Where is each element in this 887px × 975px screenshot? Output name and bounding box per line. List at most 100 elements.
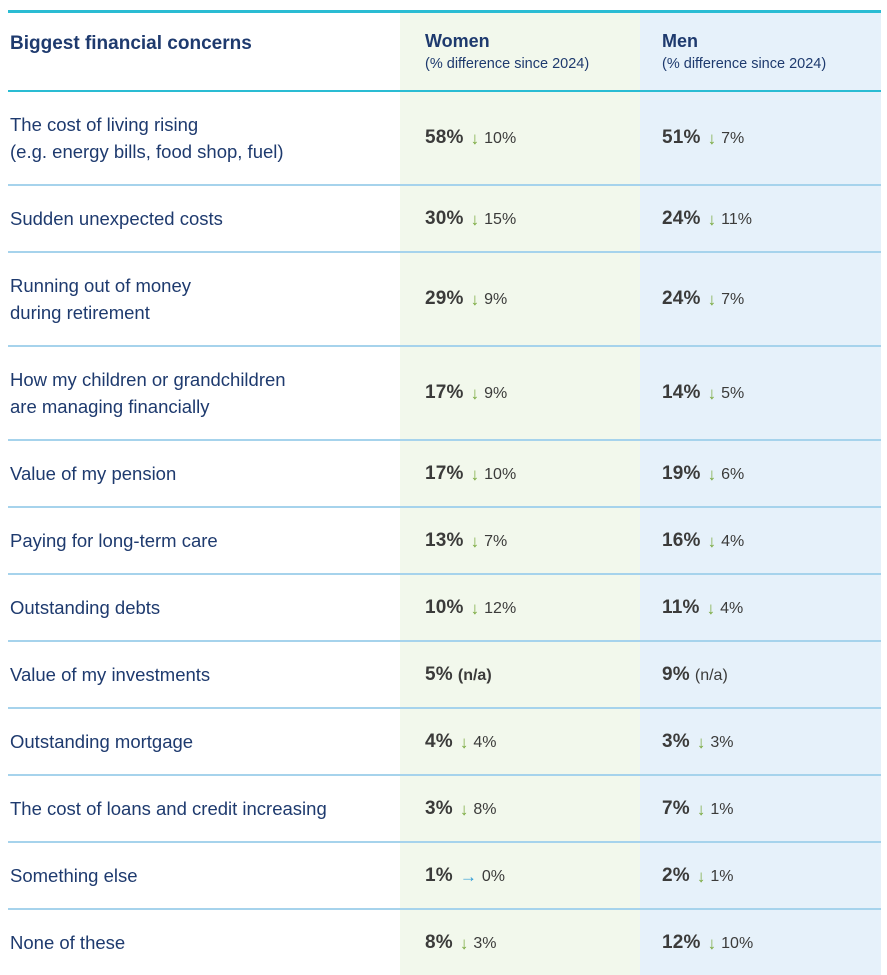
stat-value: 5%	[425, 663, 453, 685]
stat-value: 24%	[662, 207, 701, 229]
concern-label: Outstanding debts	[10, 597, 161, 618]
women-stat-line: 30% ↓ 15%	[425, 208, 516, 230]
women-stat-line: 29% ↓ 9%	[425, 288, 507, 310]
women-stat-line: 17% ↓ 10%	[425, 463, 516, 485]
men-cell: 11% ↓ 4%	[640, 575, 881, 640]
concern-label: How my children or grandchildren are man…	[10, 369, 286, 417]
stat-diff: 7%	[721, 291, 745, 308]
stat-value: 11%	[662, 596, 700, 618]
stat-value: 3%	[662, 730, 690, 752]
concern-label: The cost of loans and credit increasing	[10, 798, 327, 819]
stat-value: 4%	[425, 730, 453, 752]
trend-arrow-icon: →	[459, 866, 477, 886]
women-cell: 3% ↓ 8%	[400, 776, 640, 841]
women-cell: 30% ↓ 15%	[400, 186, 640, 251]
trend-arrow-icon: ↓	[470, 209, 480, 229]
concern-label: Outstanding mortgage	[10, 731, 194, 752]
stat-diff: 0%	[481, 867, 505, 885]
men-stat-line: 3% ↓ 3%	[662, 731, 734, 753]
women-stat-line: 13% ↓ 7%	[425, 530, 507, 552]
stat-value: 19%	[662, 462, 701, 484]
stat-diff: (n/a)	[457, 666, 492, 684]
table-row: Outstanding debts 10% ↓ 12% 11% ↓ 4%	[8, 575, 881, 642]
men-stat-line: 19% ↓ 6%	[662, 463, 744, 485]
women-column-name: Women	[425, 31, 490, 51]
stat-diff: 10%	[484, 465, 517, 483]
stat-diff: 10%	[721, 934, 754, 952]
women-cell: 4% ↓ 4%	[400, 709, 640, 774]
stat-value: 14%	[662, 382, 701, 403]
men-stat-line: 24% ↓ 7%	[662, 288, 744, 310]
trend-arrow-icon: ↓	[696, 732, 706, 752]
women-stat-line: 10% ↓ 12%	[425, 597, 516, 619]
stat-value: 29%	[425, 288, 464, 309]
table-row: Value of my investments 5% (n/a) 9% (n/a…	[8, 642, 881, 709]
men-stat-line: 16% ↓ 4%	[662, 530, 744, 552]
men-cell: 2% ↓ 1%	[640, 843, 881, 908]
table-row: Outstanding mortgage 4% ↓ 4% 3% ↓ 3%	[8, 709, 881, 776]
men-cell: 24% ↓ 7%	[640, 253, 881, 345]
men-column-header: Men (% difference since 2024)	[640, 13, 881, 90]
women-cell: 1% → 0%	[400, 843, 640, 908]
concern-label: Sudden unexpected costs	[10, 208, 223, 229]
table-row: The cost of loans and credit increasing …	[8, 776, 881, 843]
women-stat-line: 17% ↓ 9%	[425, 382, 507, 404]
stat-diff: (n/a)	[694, 666, 728, 684]
trend-arrow-icon: ↓	[459, 933, 469, 953]
table-row: The cost of living rising (e.g. energy b…	[8, 92, 881, 186]
trend-arrow-icon: ↓	[707, 129, 717, 148]
women-stat-line: 58% ↓ 10%	[425, 127, 516, 149]
trend-arrow-icon: ↓	[707, 384, 717, 403]
stat-value: 1%	[425, 864, 453, 886]
women-cell: 10% ↓ 12%	[400, 575, 640, 640]
stat-diff: 9%	[484, 291, 508, 308]
stat-diff: 6%	[721, 465, 745, 483]
stat-value: 24%	[662, 288, 701, 309]
men-column-name: Men	[662, 31, 698, 51]
trend-arrow-icon: ↓	[470, 598, 480, 618]
page-title: Biggest financial concerns	[10, 33, 252, 54]
stat-value: 13%	[425, 529, 464, 551]
men-cell: 19% ↓ 6%	[640, 441, 881, 506]
men-cell: 24% ↓ 11%	[640, 186, 881, 251]
women-stat-line: 1% → 0%	[425, 865, 505, 887]
men-stat-line: 7% ↓ 1%	[662, 798, 734, 820]
stat-value: 3%	[425, 797, 453, 819]
stat-value: 2%	[662, 864, 690, 886]
trend-arrow-icon: ↓	[470, 531, 480, 551]
men-cell: 9% (n/a)	[640, 642, 881, 707]
stat-value: 7%	[662, 797, 690, 819]
women-cell: 17% ↓ 9%	[400, 347, 640, 439]
stat-value: 58%	[425, 127, 464, 148]
table-row: How my children or grandchildren are man…	[8, 347, 881, 441]
trend-arrow-icon: ↓	[696, 799, 706, 819]
table-row: Something else 1% → 0% 2% ↓ 1%	[8, 843, 881, 910]
trend-arrow-icon: ↓	[470, 384, 480, 403]
trend-arrow-icon: ↓	[470, 290, 480, 309]
concern-label: Paying for long-term care	[10, 530, 218, 551]
stat-value: 9%	[662, 663, 690, 685]
stat-diff: 10%	[484, 130, 517, 147]
stat-value: 10%	[425, 596, 464, 618]
men-cell: 7% ↓ 1%	[640, 776, 881, 841]
trend-arrow-icon: ↓	[706, 598, 716, 618]
trend-arrow-icon: ↓	[459, 799, 469, 819]
concern-label: Something else	[10, 865, 138, 886]
men-stat-line: 24% ↓ 11%	[662, 208, 752, 230]
trend-arrow-icon: ↓	[470, 464, 480, 484]
men-stat-line: 11% ↓ 4%	[662, 597, 743, 619]
stat-diff: 5%	[721, 385, 745, 402]
stat-value: 51%	[662, 127, 701, 148]
trend-arrow-icon: ↓	[707, 531, 717, 551]
women-cell: 29% ↓ 9%	[400, 253, 640, 345]
women-stat-line: 4% ↓ 4%	[425, 731, 497, 753]
trend-arrow-icon: ↓	[696, 866, 706, 886]
men-stat-line: 2% ↓ 1%	[662, 865, 734, 887]
stat-diff: 11%	[721, 210, 752, 228]
trend-arrow-icon: ↓	[459, 732, 469, 752]
stat-diff: 1%	[710, 800, 734, 818]
stat-diff: 15%	[484, 210, 517, 228]
concern-label: The cost of living rising (e.g. energy b…	[10, 114, 284, 162]
table-row: Value of my pension 17% ↓ 10% 19% ↓ 6%	[8, 441, 881, 508]
concern-label: Value of my investments	[10, 664, 211, 685]
